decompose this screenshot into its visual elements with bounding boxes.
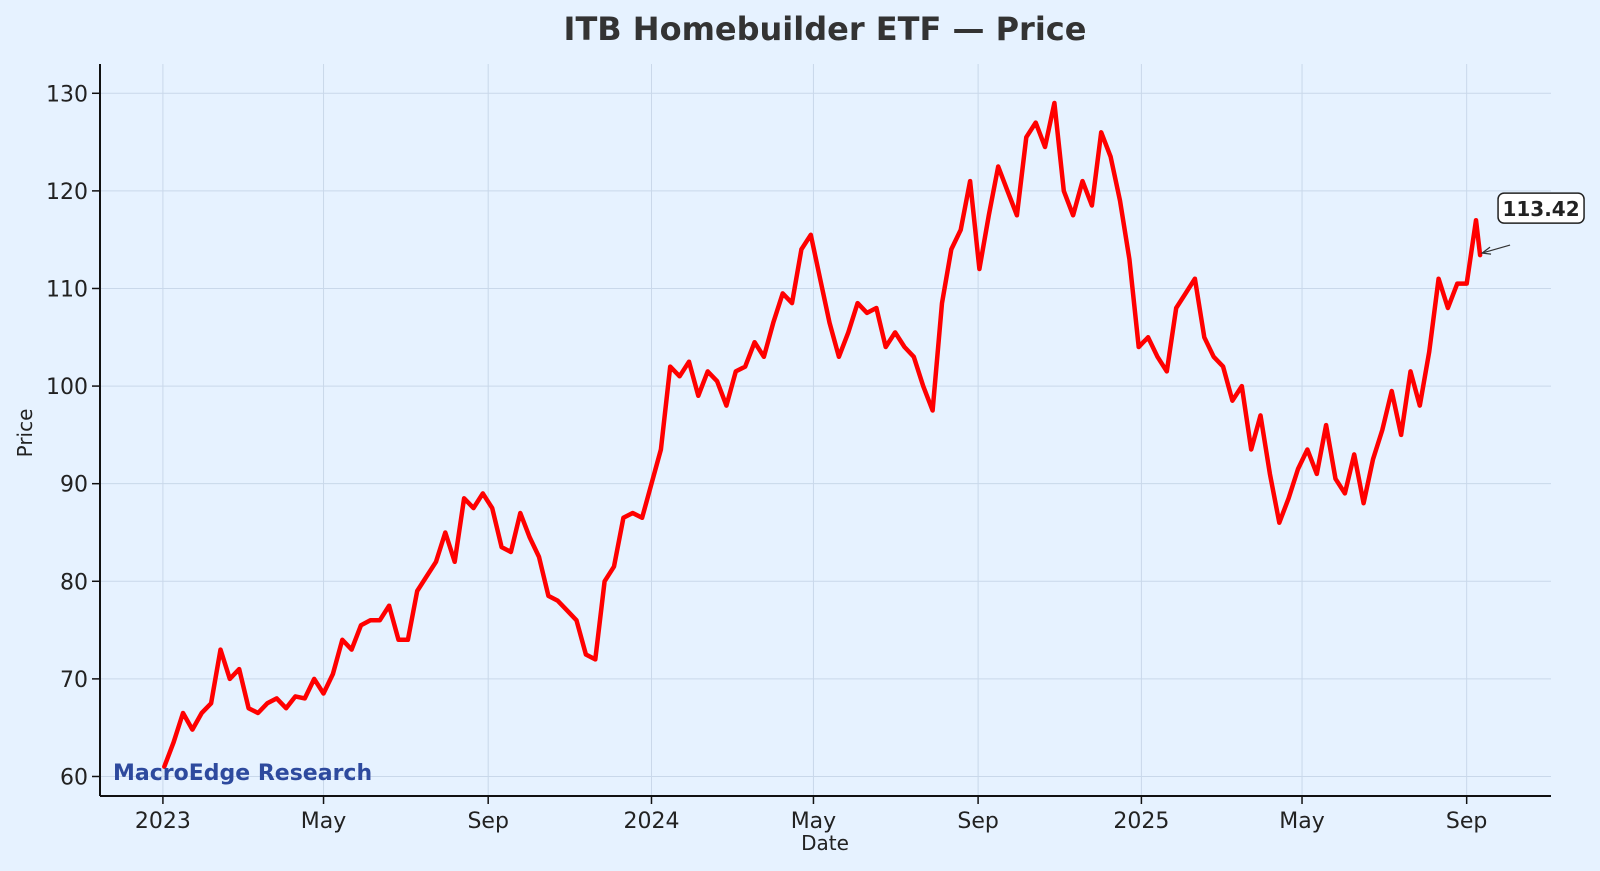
x-tick-label: 2025 [1113,809,1169,834]
y-tick-label: 120 [46,180,88,205]
y-tick-label: 80 [60,570,88,595]
callout-arrowhead [1480,246,1492,255]
watermark: MacroEdge Research [113,761,372,786]
x-axis-label: Date [801,831,849,855]
last-price-label: 113.42 [1502,197,1579,221]
x-tick-label: May [791,809,836,834]
y-tick-label: 90 [60,473,88,498]
y-tick-label: 110 [46,277,88,302]
last-price-callout-box [1497,192,1585,224]
x-tick-label: May [1279,809,1324,834]
axes: 60 70 80 90 100 110 120 130 2023 May Sep 2024 May Sep… [46,64,1551,834]
series-layer [162,100,1483,769]
price-series-line [162,100,1483,769]
x-tick-label: Sep [957,809,998,834]
annotations: 113.42 [1480,192,1585,255]
grid [100,64,1551,796]
y-tick-label: 70 [60,668,88,693]
chart-title: ITB Homebuilder ETF — Price [564,10,1087,48]
y-axis-label: Price [13,409,37,458]
y-tick-label: 100 [46,375,88,400]
y-tick-label: 130 [46,82,88,107]
callout-arrow [1481,244,1511,254]
x-tick-label: 2023 [135,809,191,834]
x-tick-label: 2024 [623,809,679,834]
x-tick-label: Sep [467,809,508,834]
x-tick-label: Sep [1446,809,1487,834]
x-tick-label: May [301,809,346,834]
y-tick-label: 60 [60,765,88,790]
